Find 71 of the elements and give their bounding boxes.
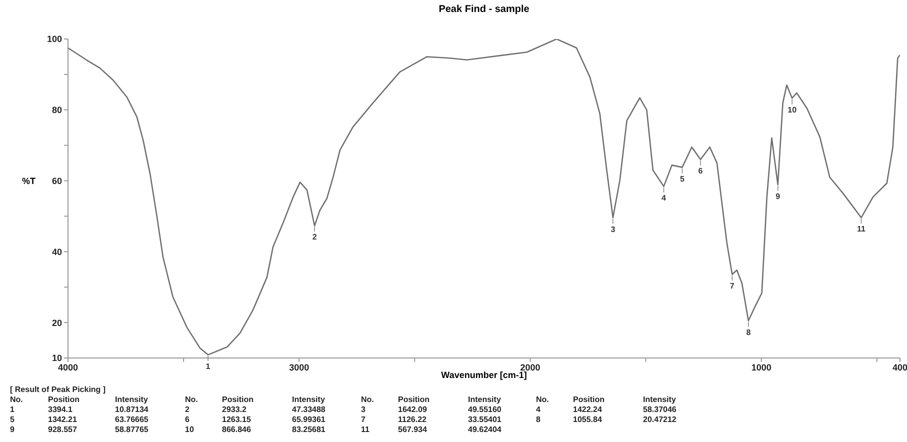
text: 1263.15 <box>222 415 251 424</box>
annotation: 5 <box>680 174 686 184</box>
text: 1 <box>10 405 14 414</box>
x-axis-title: Wavenumber [cm-1] <box>441 370 527 380</box>
text: 2933.2 <box>222 405 246 414</box>
text: Intensity <box>468 395 501 404</box>
text: 63.76665 <box>115 415 148 424</box>
text: 2 <box>185 405 190 414</box>
annotation: 3 <box>610 224 616 234</box>
y-tick-label: 80 <box>52 105 62 116</box>
text: 866.846 <box>222 425 251 434</box>
y-tick-label: 100 <box>46 34 62 44</box>
annotation: 9 <box>776 192 781 201</box>
text: 58.87765 <box>115 425 148 434</box>
x-tick-label: 2000 <box>520 362 540 372</box>
text: 567.934 <box>398 425 427 434</box>
x-tick-label: 3000 <box>289 362 310 372</box>
text: 58.37046 <box>643 405 676 414</box>
text: 47.33488 <box>292 405 326 414</box>
text: 8 <box>536 415 540 424</box>
text: Position <box>573 395 605 404</box>
annotation: 10 <box>788 105 798 114</box>
text: Position <box>222 395 254 404</box>
y-axis-title: %T <box>22 176 36 186</box>
text: 928.557 <box>48 425 77 434</box>
text: 1642.09 <box>398 405 427 414</box>
text: 11 <box>361 425 370 434</box>
text: 20.47212 <box>643 415 676 424</box>
text: 10.87134 <box>115 405 148 414</box>
text: Intensity <box>115 395 148 404</box>
annotation: 6 <box>698 166 704 176</box>
text: No. <box>361 395 374 404</box>
text: Position <box>48 395 80 404</box>
text: 49.55160 <box>468 405 502 414</box>
text: No. <box>10 395 23 404</box>
text: 1055.84 <box>573 415 602 424</box>
annotation: 2 <box>312 232 318 242</box>
y-tick-label: 10 <box>52 353 62 364</box>
text: Intensity <box>292 395 325 404</box>
x-tick-label: 400 <box>892 362 907 372</box>
text: 83.25681 <box>292 425 326 434</box>
text: Intensity <box>643 395 676 404</box>
text: 10 <box>185 425 194 434</box>
text: 5 <box>10 415 14 424</box>
x-tick-label: 4000 <box>58 362 78 372</box>
y-tick-label: 40 <box>52 246 62 257</box>
y-tick-label: 20 <box>52 318 62 328</box>
text: 33.55401 <box>468 415 502 424</box>
annotation: 4 <box>662 194 667 203</box>
text: 1422.24 <box>573 405 602 414</box>
text: 65.99361 <box>292 415 326 424</box>
text: 1342.21 <box>48 415 77 424</box>
text: 9 <box>10 425 14 434</box>
text: Position <box>398 395 430 404</box>
text: 7 <box>361 415 366 424</box>
text: 49.62404 <box>468 425 502 434</box>
annotation: 7 <box>730 282 735 291</box>
annotation: 11 <box>856 224 866 234</box>
chart-title: Peak Find - sample <box>438 4 530 15</box>
annotation: 8 <box>746 328 752 337</box>
text: No. <box>185 395 198 404</box>
y-tick-label: 60 <box>52 176 62 186</box>
text: 6 <box>185 415 190 424</box>
text: 3394.1 <box>48 405 72 414</box>
text: 1126.22 <box>398 415 426 424</box>
text: 4 <box>536 405 540 414</box>
text: [ Result of Peak Picking ] <box>10 385 106 394</box>
text: 3 <box>361 405 366 414</box>
annotation: 1 <box>206 362 211 371</box>
x-tick-label: 1000 <box>751 362 772 372</box>
text: No. <box>536 395 549 404</box>
